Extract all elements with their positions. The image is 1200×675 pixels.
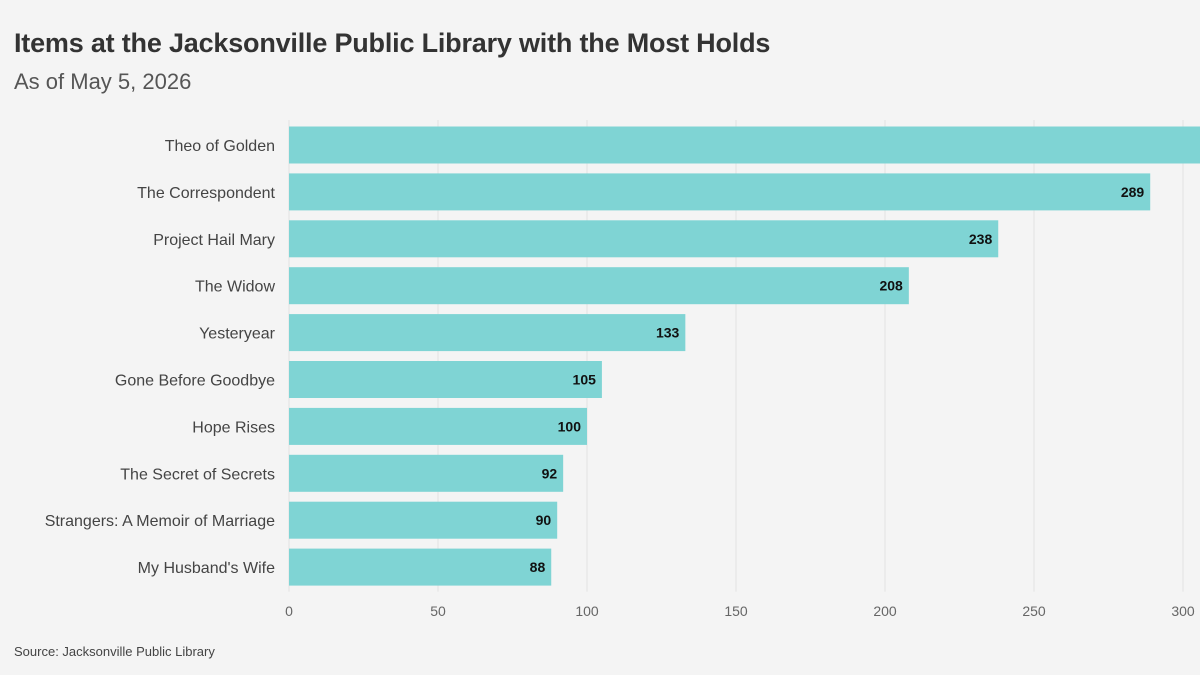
value-label: 133: [656, 325, 680, 341]
bar: [289, 548, 552, 586]
category-label: Gone Before Goodbye: [115, 373, 275, 390]
category-label: Hope Rises: [192, 419, 275, 436]
category-label: The Secret of Secrets: [120, 466, 275, 483]
category-label: My Husband's Wife: [138, 560, 275, 577]
bar: [289, 407, 587, 445]
value-label: 90: [536, 512, 552, 528]
chart-subtitle: As of May 5, 2026: [14, 69, 192, 94]
x-tick-label: 200: [873, 603, 897, 619]
x-tick-label: 0: [285, 603, 293, 619]
bar: [289, 501, 558, 539]
bar: [289, 314, 686, 352]
bar: [289, 173, 1151, 211]
category-label: The Widow: [195, 279, 275, 296]
bar: [289, 267, 909, 305]
x-tick-label: 250: [1022, 603, 1046, 619]
bar: [289, 454, 564, 492]
source-note: Source: Jacksonville Public Library: [14, 644, 215, 659]
bar: [289, 126, 1200, 164]
value-label: 105: [573, 372, 597, 388]
value-labels: 289 238 208 133 105 100 92 90 88: [530, 184, 1145, 575]
bar: [289, 220, 999, 258]
value-label: 238: [969, 231, 993, 247]
value-label: 289: [1121, 184, 1145, 200]
category-label: Yesteryear: [199, 326, 276, 343]
category-labels: Theo of Golden The Correspondent Project H…: [45, 138, 276, 577]
x-tick-label: 100: [575, 603, 599, 619]
value-label: 88: [530, 559, 546, 575]
category-label: Strangers: A Memoir of Marriage: [45, 513, 275, 530]
value-label: 100: [558, 418, 582, 434]
x-tick-label: 150: [724, 603, 748, 619]
category-label: Project Hail Mary: [153, 232, 275, 249]
chart-title: Items at the Jacksonville Public Library…: [14, 28, 771, 58]
value-label: 92: [542, 465, 558, 481]
category-label: Theo of Golden: [165, 138, 275, 155]
category-label: The Correspondent: [137, 185, 275, 202]
bar: [289, 361, 602, 398]
x-axis-ticks: 0 50 100 150 200 250 300: [285, 603, 1195, 619]
bars: [289, 126, 1200, 586]
value-label: 208: [879, 278, 903, 294]
x-tick-label: 50: [430, 603, 446, 619]
x-tick-label: 300: [1171, 603, 1195, 619]
